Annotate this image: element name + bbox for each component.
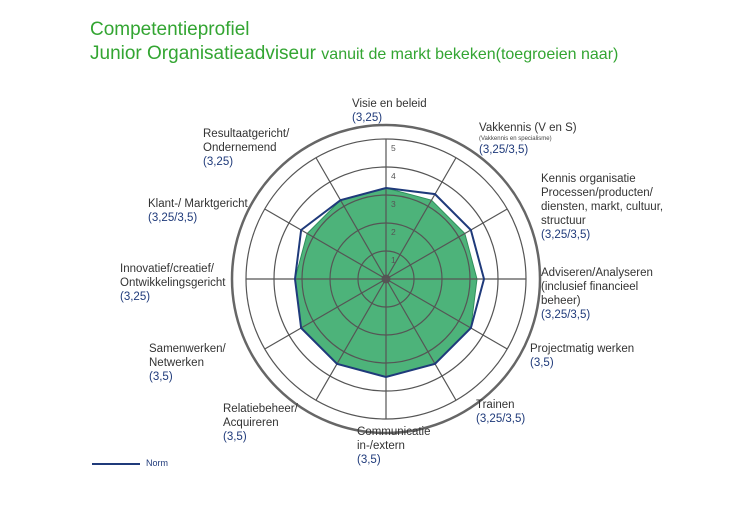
- category-name-line: Ondernemend: [203, 142, 277, 154]
- category-name-line: Samenwerken/: [149, 343, 226, 355]
- category-name-line: Klant-/ Marktgericht: [148, 198, 248, 210]
- category-name-line: Resultaatgericht/: [203, 128, 290, 140]
- chart-title: Competentieprofiel: [90, 19, 250, 40]
- spoke-2: [385, 157, 457, 280]
- subtitle-rest: vanuit de markt bekeken(toegroeien naar): [321, 46, 619, 63]
- legend-norm-line: [92, 462, 140, 465]
- category-name-line: in-/extern: [357, 440, 405, 452]
- category-label-4: Adviseren/Analyseren (inclusief financiee…: [541, 266, 653, 322]
- category-name-line: Acquireren: [223, 417, 279, 429]
- category-name-line: (inclusief financieel: [541, 281, 639, 293]
- spoke-9: [264, 278, 387, 350]
- category-name-line: Ontwikkelingsgericht: [120, 277, 226, 289]
- outer-ring: [230, 123, 542, 435]
- spoke-3: [385, 208, 508, 280]
- category-label-6: Trainen (3,25/3,5): [476, 398, 525, 426]
- category-value: (3,25): [352, 112, 383, 124]
- category-label-3: Kennis organisatie Processen/producten/di…: [541, 172, 663, 242]
- category-name-line: Adviseren/Analyseren: [541, 267, 653, 279]
- category-value: (3,5): [530, 357, 554, 369]
- category-name-line: Vakkennis (V en S): [479, 122, 577, 134]
- category-name-line: Visie en beleid: [352, 98, 427, 110]
- category-name-line: Kennis organisatie: [541, 173, 636, 185]
- category-value: (3,5): [223, 431, 247, 443]
- category-label-7: Communicatie in-/extern (3,5): [357, 425, 431, 467]
- category-value: (3,25/3,5): [541, 309, 591, 321]
- category-note: (Vakkennis en specialisme): [479, 136, 552, 142]
- category-value: (3,25): [120, 291, 151, 303]
- spoke-6: [385, 278, 457, 401]
- category-name-line: structuur: [541, 215, 586, 227]
- legend-norm-label: Norm: [146, 458, 168, 468]
- category-value: (3,5): [357, 454, 381, 466]
- category-name-line: Netwerken: [149, 357, 204, 369]
- category-value: (3,25/3,5): [541, 229, 591, 241]
- category-name-line: Communicatie: [357, 426, 431, 438]
- spoke-11: [264, 208, 387, 280]
- category-name-line: Innovatief/creatief/: [120, 263, 214, 275]
- tick-label-2: 2: [391, 227, 396, 237]
- category-value: (3,25/3,5): [476, 413, 526, 425]
- tick-label-3: 3: [391, 199, 396, 209]
- category-label-9: Samenwerken/Netwerken (3,5): [149, 342, 226, 384]
- tick-label-4: 4: [391, 171, 396, 181]
- spoke-8: [315, 278, 387, 401]
- category-name-line: Projectmatig werken: [530, 343, 635, 355]
- chart-subtitle: Junior Organisatieadviseur vanuit de mar…: [90, 43, 618, 65]
- category-name-line: beheer): [541, 295, 581, 307]
- spoke-5: [385, 278, 508, 350]
- tick-label-1: 1: [391, 255, 396, 265]
- series-norm-line: [293, 186, 486, 379]
- legend: Norm: [92, 458, 168, 468]
- subtitle-main: Junior Organisatieadviseur: [90, 43, 317, 64]
- category-label-2: Vakkennis (V en S) (Vakkennis en speciali…: [479, 121, 577, 157]
- category-label-1: Visie en beleid (3,25): [352, 97, 427, 125]
- category-label-5: Projectmatig werken (3,5): [530, 342, 634, 370]
- category-label-11: Klant-/ Marktgericht (3,25/3,5): [148, 197, 248, 225]
- category-label-12: Resultaatgericht/Ondernemend (3,25): [203, 127, 289, 169]
- category-name-line: diensten, markt, cultuur,: [541, 201, 664, 213]
- category-name-line: Processen/producten/: [541, 187, 653, 199]
- tick-label-5: 5: [391, 143, 396, 153]
- center-hub: [381, 274, 391, 284]
- category-name-line: Trainen: [476, 399, 515, 411]
- spoke-12: [315, 157, 387, 280]
- category-label-8: Relatiebeheer/Acquireren (3,5): [223, 402, 298, 444]
- category-name-line: Relatiebeheer/: [223, 403, 298, 415]
- category-value: (3,25/3,5): [148, 212, 198, 224]
- category-value: (3,25): [203, 156, 234, 168]
- category-value: (3,5): [149, 371, 173, 383]
- category-label-10: Innovatief/creatief/Ontwikkelingsgericht…: [120, 262, 225, 304]
- category-value: (3,25/3,5): [479, 144, 529, 156]
